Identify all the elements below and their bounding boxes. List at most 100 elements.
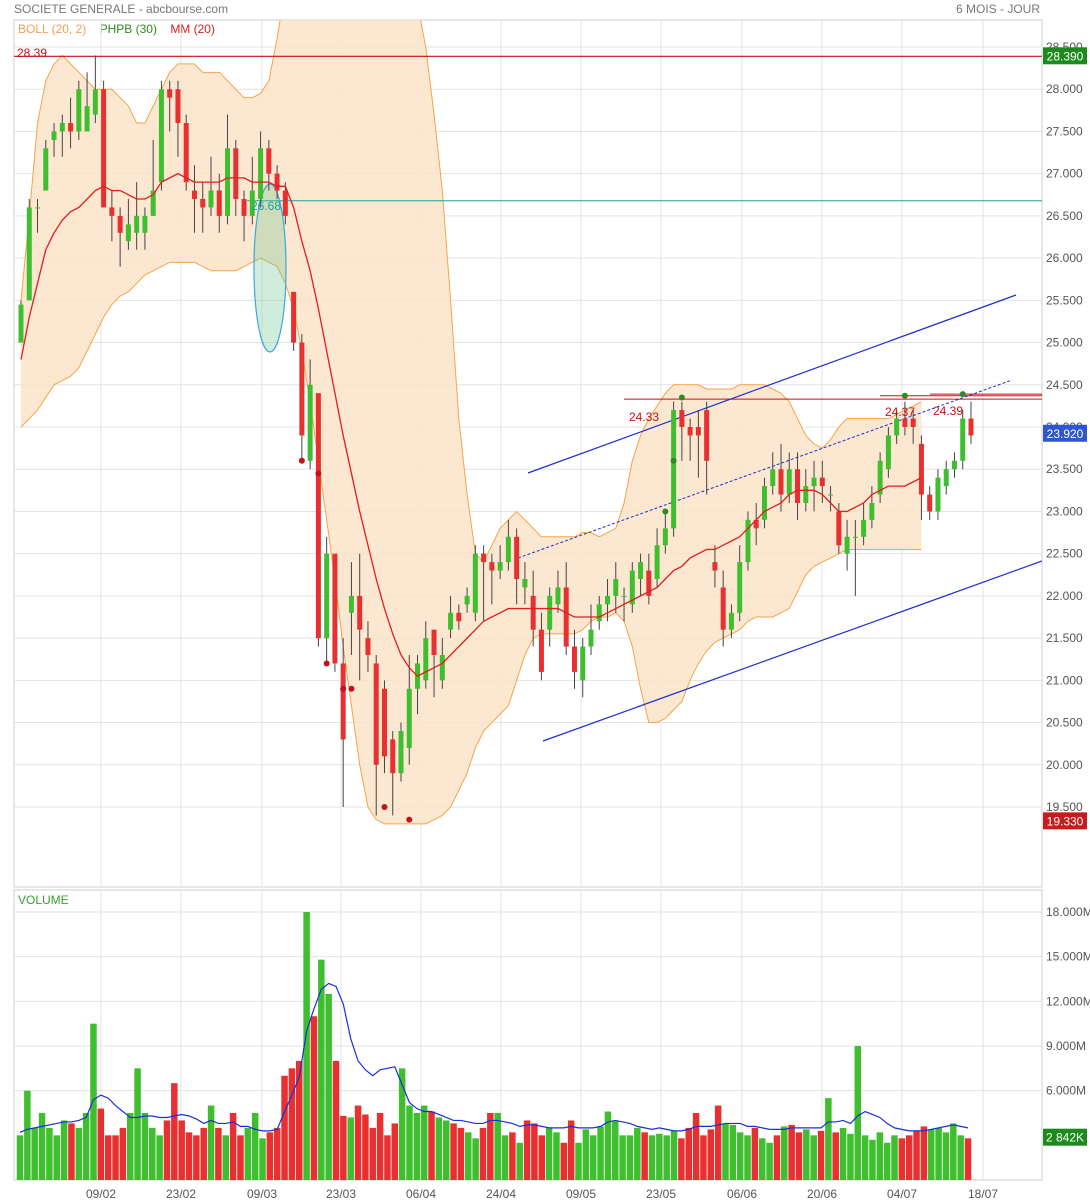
- candle-body: [439, 655, 445, 681]
- y-tick-label: 22.000: [1046, 589, 1083, 603]
- candle-body: [877, 460, 883, 495]
- candle-body: [968, 418, 974, 436]
- volume-bar: [435, 1117, 443, 1180]
- candle-body: [786, 469, 792, 495]
- volume-bar: [523, 1120, 531, 1180]
- volume-bar: [729, 1124, 737, 1180]
- resistance-annotation: 24.33: [629, 410, 659, 424]
- volume-bar: [259, 1138, 266, 1180]
- volume-bar: [766, 1142, 773, 1180]
- volume-bar: [68, 1123, 75, 1180]
- phpb-marker-high: [662, 508, 669, 515]
- volume-bar: [215, 1127, 222, 1180]
- candle-body: [381, 688, 387, 757]
- volume-bar: [516, 1142, 523, 1180]
- volume-bar: [318, 959, 325, 1180]
- legend-phpb[interactable]: PHPB (30): [99, 22, 157, 36]
- candle-body: [712, 562, 718, 571]
- period-label: 6 MOIS - JOUR: [955, 2, 1040, 16]
- candle-body: [687, 427, 693, 436]
- candle-body: [662, 528, 668, 546]
- x-tick-label: 18/07: [968, 1187, 998, 1201]
- volume-bar: [509, 1132, 516, 1180]
- volume-bar: [53, 1135, 60, 1180]
- volume-bar: [450, 1123, 457, 1180]
- volume-bar: [803, 1129, 810, 1180]
- candle-body: [150, 190, 156, 216]
- volume-bar: [758, 1138, 766, 1180]
- volume-bar: [905, 1135, 913, 1180]
- candle-body: [638, 562, 644, 579]
- legend-boll[interactable]: BOLL (20, 2): [18, 22, 87, 36]
- candle-body: [761, 486, 767, 520]
- candle-body: [134, 215, 140, 233]
- candle-body: [522, 579, 528, 588]
- candle-body: [125, 224, 131, 242]
- price-tag-box: [1043, 47, 1087, 65]
- volume-bar: [251, 1113, 259, 1180]
- y-tick-label: 26.500: [1046, 209, 1083, 223]
- volume-bar: [163, 1120, 171, 1180]
- candle-body: [555, 587, 561, 605]
- volume-bar: [692, 1113, 700, 1180]
- candle-body: [51, 131, 57, 140]
- volume-bar: [545, 1127, 553, 1180]
- candle-body: [951, 460, 957, 470]
- volume-bar: [16, 1135, 24, 1180]
- phpb-marker-low: [406, 816, 413, 823]
- candle-body: [18, 304, 24, 343]
- x-tick-label: 23/02: [166, 1187, 196, 1201]
- indicator-legend: BOLL (20, 2) PHPB (30) MM (20): [18, 22, 225, 36]
- phpb-marker-low: [381, 804, 388, 810]
- candle-body: [365, 638, 371, 655]
- candle-body: [464, 595, 470, 605]
- volume-bar: [795, 1132, 803, 1180]
- volume-bar: [531, 1123, 538, 1180]
- volume-bar: [288, 1068, 296, 1180]
- y-tick-label: 20.000: [1046, 758, 1083, 772]
- volume-bar: [465, 1132, 472, 1180]
- candle-body: [109, 207, 115, 216]
- y-tick-label: 22.500: [1046, 547, 1083, 561]
- volume-bar: [171, 1083, 178, 1180]
- price-tag: 23.920: [1047, 427, 1084, 441]
- candle-body: [481, 553, 487, 563]
- y-tick-label: 27.000: [1046, 167, 1083, 181]
- candle-body: [390, 739, 396, 774]
- volume-average-line: [19, 982, 969, 1133]
- volume-bar: [141, 1113, 149, 1180]
- candle-body: [646, 570, 652, 596]
- volume-bar: [670, 1130, 678, 1180]
- candle-body: [183, 123, 189, 183]
- candle-body: [795, 469, 801, 503]
- candle-body: [621, 595, 627, 597]
- candle-body: [679, 410, 685, 427]
- volume-bar: [185, 1132, 193, 1180]
- volume-bar: [883, 1142, 891, 1180]
- volume-bar: [560, 1142, 568, 1180]
- candle-body: [605, 595, 611, 605]
- volume-bar: [928, 1129, 935, 1180]
- volume-bar: [303, 912, 310, 1180]
- volume-bar: [891, 1135, 898, 1180]
- candle-body: [753, 519, 759, 529]
- y-tick-label: 25.500: [1046, 293, 1083, 307]
- volume-bar: [751, 1127, 759, 1180]
- volume-bar: [134, 1068, 141, 1180]
- volume-bar: [75, 1127, 83, 1180]
- candle-body: [811, 477, 817, 487]
- x-tick-label: 04/07: [887, 1187, 917, 1201]
- candle-body: [191, 190, 197, 199]
- resistance-annotation: 24.39: [933, 404, 963, 418]
- volume-bar: [325, 993, 332, 1180]
- volume-bar: [501, 1135, 509, 1180]
- volume-bar: [391, 1123, 399, 1180]
- volume-bar: [494, 1113, 501, 1180]
- volume-bar: [82, 1113, 90, 1180]
- candle-body: [282, 190, 288, 216]
- candle-body: [406, 688, 412, 748]
- volume-bar: [46, 1127, 53, 1180]
- volume-bar: [296, 1060, 303, 1180]
- volume-tick-label: 9.000M: [1046, 1039, 1086, 1053]
